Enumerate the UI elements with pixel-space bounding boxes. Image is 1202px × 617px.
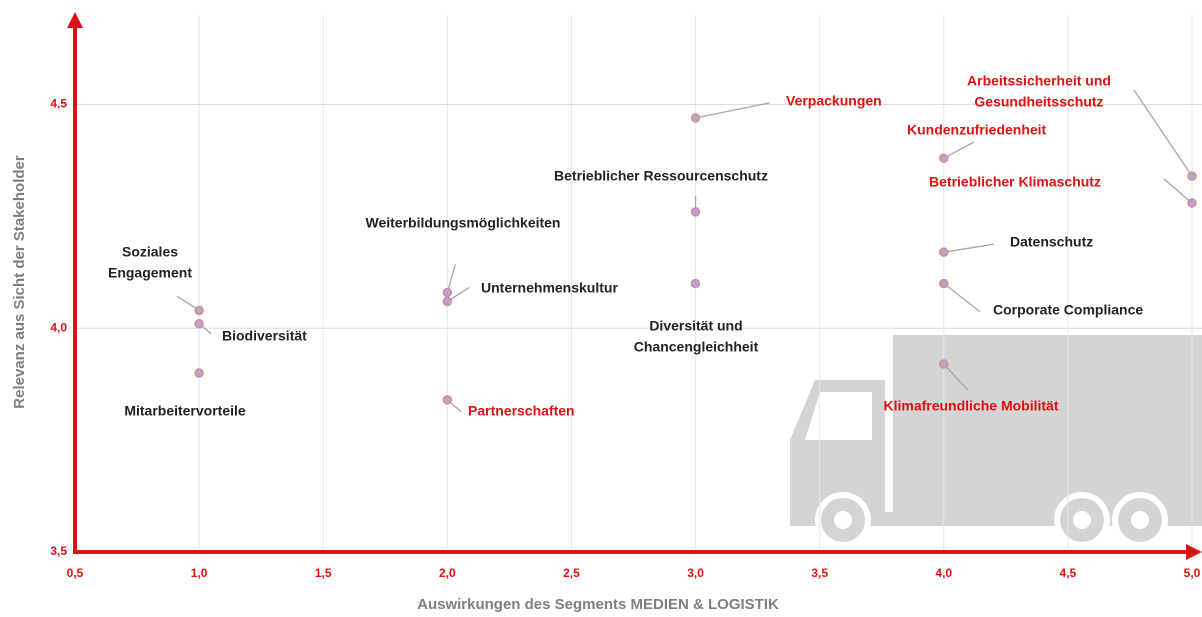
x-tick-label: 1,0: [191, 566, 208, 580]
leader-line: [944, 244, 994, 252]
point-label: Betrieblicher Ressourcenschutz: [554, 168, 768, 184]
data-point: [940, 248, 948, 256]
x-axis-title: Auswirkungen des Segments MEDIEN & LOGIS…: [417, 596, 779, 613]
data-point: [1188, 199, 1196, 207]
point-label: Verpackungen: [786, 93, 882, 109]
data-point: [692, 114, 700, 122]
point-label: Gesundheitsschutz: [974, 94, 1103, 110]
data-point: [692, 280, 700, 288]
wheel: [1073, 511, 1091, 529]
leader-line: [944, 284, 980, 312]
point-label: Corporate Compliance: [993, 302, 1143, 318]
point-label: Unternehmenskultur: [481, 280, 618, 296]
x-tick-label: 0,5: [67, 566, 84, 580]
point-label: Partnerschaften: [468, 403, 575, 419]
point-label: Engagement: [108, 265, 192, 281]
wheel: [834, 511, 852, 529]
data-point: [940, 154, 948, 162]
x-tick-label: 2,0: [439, 566, 456, 580]
point-label: Mitarbeitervorteile: [124, 403, 246, 419]
data-point: [443, 288, 451, 296]
y-tick-label: 4,0: [50, 320, 67, 334]
x-tick-label: 3,0: [687, 566, 704, 580]
data-point: [195, 320, 203, 328]
chart: 0,51,01,52,02,53,03,54,04,55,03,54,04,5 …: [0, 0, 1202, 617]
x-tick-label: 4,0: [935, 566, 952, 580]
point-label: Biodiversität: [222, 328, 307, 344]
leader-line: [696, 103, 770, 118]
data-point: [443, 297, 451, 305]
data-point: [195, 306, 203, 314]
x-axis-arrow: [1186, 544, 1202, 560]
point-label: Chancengleichheit: [634, 339, 759, 355]
point-label: Kundenzufriedenheit: [907, 122, 1047, 138]
x-tick-label: 3,5: [811, 566, 828, 580]
data-point: [940, 280, 948, 288]
data-point: [195, 369, 203, 377]
y-tick-label: 3,5: [50, 544, 67, 558]
point-label: Diversität und: [649, 318, 742, 334]
y-axis-arrow: [67, 12, 83, 28]
wheel: [1131, 511, 1149, 529]
point-label: Arbeitssicherheit und: [967, 73, 1111, 89]
data-point: [940, 360, 948, 368]
leader-line: [1164, 179, 1192, 203]
leader-line: [1134, 90, 1192, 176]
x-tick-label: 4,5: [1060, 566, 1077, 580]
x-tick-label: 2,5: [563, 566, 580, 580]
point-label: Datenschutz: [1010, 234, 1093, 250]
x-tick-label: 5,0: [1184, 566, 1201, 580]
truck-box: [893, 335, 1202, 515]
point-label: Weiterbildungsmöglichkeiten: [366, 215, 561, 231]
data-point: [443, 396, 451, 404]
data-point: [692, 208, 700, 216]
point-label: Klimafreundliche Mobilität: [883, 398, 1058, 414]
point-label: Soziales: [122, 244, 178, 260]
y-axis-title: Relevanz aus Sicht der Stakeholder: [11, 155, 28, 409]
leader-line: [944, 142, 974, 158]
y-tick-label: 4,5: [50, 97, 67, 111]
x-tick-label: 1,5: [315, 566, 332, 580]
truck: [790, 335, 1202, 548]
data-point: [1188, 172, 1196, 180]
point-label: Betrieblicher Klimaschutz: [929, 174, 1101, 190]
